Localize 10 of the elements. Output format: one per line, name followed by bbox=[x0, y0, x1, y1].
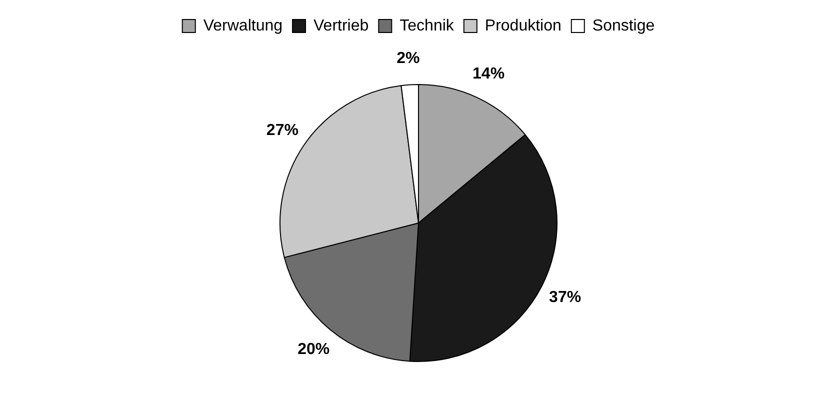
data-label: 37% bbox=[549, 289, 582, 306]
data-label: 2% bbox=[396, 50, 420, 68]
data-label: 14% bbox=[472, 66, 505, 83]
legend-label: Produktion bbox=[484, 17, 562, 34]
data-label: 20% bbox=[298, 341, 330, 358]
legend-label: Sonstige bbox=[592, 17, 655, 34]
legend-label: Verwaltung bbox=[203, 17, 283, 34]
legend-label: Vertrieb bbox=[314, 17, 369, 34]
data-label: 27% bbox=[266, 122, 298, 139]
legend-label: Technik bbox=[400, 17, 455, 34]
